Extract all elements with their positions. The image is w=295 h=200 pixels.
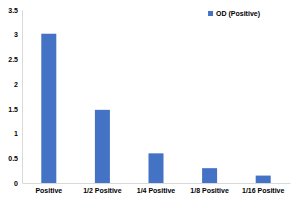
y-tick: 0.5 bbox=[8, 155, 22, 162]
y-tick-label: 3.5 bbox=[8, 7, 18, 14]
x-tick: 1/2 Positive bbox=[83, 183, 122, 194]
y-axis: 0 0.5 1 1.5 2 2.5 3 3.5 bbox=[8, 7, 22, 187]
y-tick-label: 1.5 bbox=[8, 106, 18, 113]
y-tick-label: 0.5 bbox=[8, 155, 18, 162]
y-tick-label: 2.5 bbox=[8, 56, 18, 63]
chart: 0 0.5 1 1.5 2 2.5 3 3.5 Positive 1/2 Positive 1/4 … bbox=[0, 0, 295, 200]
y-tick: 3 bbox=[14, 31, 22, 38]
legend-swatch bbox=[208, 11, 213, 16]
x-axis-line bbox=[23, 183, 291, 184]
y-tick: 1.5 bbox=[8, 106, 22, 113]
x-tick: 1/8 Positive bbox=[190, 183, 229, 194]
y-tick: 1 bbox=[14, 130, 22, 137]
y-tick-label: 2 bbox=[14, 81, 18, 88]
legend-item: OD (Positive) bbox=[208, 10, 260, 18]
y-tick: 3.5 bbox=[8, 7, 22, 14]
y-tick-label: 1 bbox=[14, 130, 18, 137]
x-tick: Positive bbox=[35, 183, 62, 194]
x-tick-label: 1/16 Positive bbox=[242, 187, 285, 194]
legend: OD (Positive) bbox=[208, 10, 260, 18]
y-tick-label: 0 bbox=[14, 180, 18, 187]
x-tick: 1/16 Positive bbox=[242, 183, 285, 194]
y-axis-line bbox=[22, 11, 23, 184]
x-tick-label: 1/4 Positive bbox=[137, 187, 176, 194]
bar bbox=[41, 34, 56, 183]
bar bbox=[95, 110, 110, 183]
x-tick-label: Positive bbox=[35, 187, 62, 194]
legend-label: OD (Positive) bbox=[216, 10, 260, 18]
y-tick-label: 3 bbox=[14, 31, 18, 38]
bar bbox=[148, 153, 163, 183]
y-tick: 2 bbox=[14, 81, 22, 88]
bar bbox=[202, 168, 217, 183]
x-axis: Positive 1/2 Positive 1/4 Positive 1/8 Posi… bbox=[23, 183, 291, 194]
x-tick-label: 1/2 Positive bbox=[83, 187, 122, 194]
y-tick: 0 bbox=[14, 180, 22, 187]
x-tick: 1/4 Positive bbox=[137, 183, 176, 194]
y-tick: 2.5 bbox=[8, 56, 22, 63]
x-tick-label: 1/8 Positive bbox=[190, 187, 229, 194]
bar bbox=[256, 176, 271, 183]
plot-area bbox=[41, 34, 270, 183]
